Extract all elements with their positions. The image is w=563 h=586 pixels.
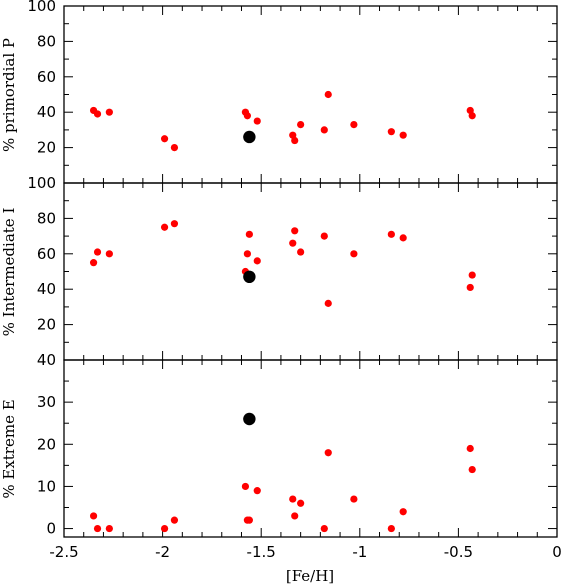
ylabel-intermediate: % Intermediate I [0, 208, 18, 337]
ytick-label-0: 0 [46, 520, 56, 538]
ytick-label-60: 60 [37, 245, 56, 263]
xtick-label-m1: -1 [352, 543, 367, 561]
data-point [350, 250, 358, 258]
data-point [93, 524, 102, 533]
ytick-label-20: 20 [37, 316, 56, 334]
data-point [245, 230, 253, 238]
data-point [324, 90, 332, 99]
data-point [291, 227, 299, 235]
data-point [297, 120, 305, 129]
data-point [466, 283, 474, 292]
data-point [243, 250, 251, 258]
ytick-label-40: 40 [37, 103, 56, 121]
data-point [160, 223, 169, 231]
ytick-label-10: 10 [37, 477, 56, 495]
data-point [387, 128, 395, 136]
data-point [89, 259, 98, 267]
data-point [170, 220, 179, 228]
xlabel-fe-h: [Fe/H] [286, 567, 334, 585]
data-point [468, 271, 476, 279]
data-point [93, 110, 102, 118]
plot-frame-2 [63, 359, 558, 538]
data-point [289, 495, 297, 503]
data-point [105, 108, 113, 116]
data-point [105, 524, 113, 533]
data-point [289, 239, 297, 247]
data-point [350, 495, 358, 503]
ytick-label-20: 20 [37, 435, 56, 453]
data-point [320, 524, 328, 533]
ytick-label-60: 60 [37, 68, 56, 86]
highlighted-point [243, 130, 256, 144]
ytick-label-100: 100 [27, 0, 56, 15]
data-point [297, 499, 305, 507]
data-point [387, 230, 395, 238]
highlighted-point [243, 412, 256, 426]
data-point [399, 131, 407, 139]
data-point [105, 250, 113, 258]
data-point [399, 234, 407, 242]
data-point [170, 516, 179, 524]
xtick-label-m2p5: -2.5 [49, 543, 78, 561]
xtick-label-0: 0 [552, 543, 562, 561]
data-point [399, 508, 407, 516]
data-point [468, 112, 476, 120]
plot-frame-1 [63, 182, 558, 361]
ytick-label-30: 30 [37, 393, 56, 411]
data-point [466, 444, 474, 453]
plot-frame-0 [63, 5, 558, 184]
ytick-label-20: 20 [37, 139, 56, 157]
ytick-label-40: 40 [37, 280, 56, 298]
data-point [291, 512, 299, 520]
xtick-label-m1p5: -1.5 [247, 543, 276, 561]
data-point [297, 248, 305, 256]
data-point [320, 126, 328, 134]
data-point [253, 257, 261, 265]
data-point [324, 299, 332, 307]
data-point [245, 516, 253, 524]
panel-primordial: % primordial P 20 40 60 80 100 [0, 0, 558, 184]
ytick-label-80: 80 [37, 209, 56, 227]
xtick-label-m0p5: -0.5 [444, 543, 473, 561]
data-point [93, 248, 102, 256]
highlighted-point [243, 270, 256, 284]
data-point [350, 120, 358, 129]
data-point [253, 487, 261, 495]
data-point [320, 232, 328, 240]
data-point [291, 136, 299, 145]
ytick-label-40: 40 [37, 351, 56, 369]
ylabel-extreme: % Extreme E [0, 399, 18, 498]
data-point [324, 449, 332, 457]
data-point [160, 524, 169, 533]
panel-extreme: % Extreme E 0 10 20 30 40 -2.5 -2 -1.5 -1 -0.5 0 [0, 351, 562, 561]
data-point [89, 512, 98, 520]
xtick-label-m2: -2 [155, 543, 170, 561]
data-point [253, 117, 261, 125]
data-point [160, 135, 169, 143]
data-point [241, 482, 250, 491]
panel-intermediate: % Intermediate I 20 40 60 80 100 [0, 174, 558, 361]
data-point [387, 524, 395, 533]
ytick-label-80: 80 [37, 32, 56, 50]
data-point [243, 112, 251, 120]
data-point [468, 465, 476, 474]
ylabel-primordial: % primordial P [0, 38, 18, 152]
ytick-label-100: 100 [27, 174, 56, 192]
data-point [170, 144, 179, 152]
